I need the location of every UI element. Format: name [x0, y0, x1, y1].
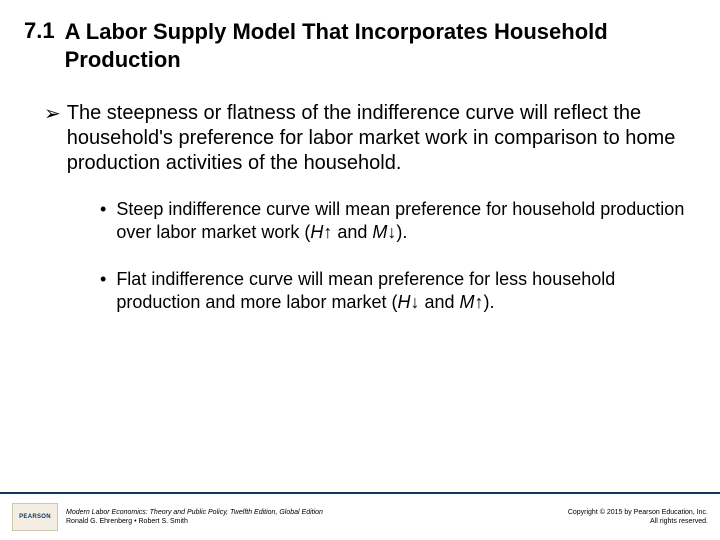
book-title: Modern Labor Economics: Theory and Publi…	[66, 508, 323, 517]
variable-h: H	[310, 222, 323, 242]
book-authors: Ronald G. Ehrenberg • Robert S. Smith	[66, 517, 323, 526]
slide-title: 7.1 A Labor Supply Model That Incorporat…	[24, 18, 696, 73]
variable-m: M	[460, 292, 475, 312]
section-number: 7.1	[24, 18, 55, 44]
text-fragment: Flat indifference curve will mean prefer…	[116, 269, 615, 312]
text-fragment: ).	[396, 222, 407, 242]
sub-bullet-list: • Steep indifference curve will mean pre…	[100, 198, 696, 314]
sub-bullet-2-text: Flat indifference curve will mean prefer…	[116, 268, 696, 314]
text-fragment: ).	[484, 292, 495, 312]
text-fragment: and	[419, 292, 459, 312]
bullet-dot-icon: •	[100, 198, 106, 221]
title-text: A Labor Supply Model That Incorporates H…	[65, 18, 696, 73]
sub-bullet-1: • Steep indifference curve will mean pre…	[100, 198, 696, 244]
copyright-block: Copyright © 2015 by Pearson Education, I…	[568, 508, 708, 526]
pearson-logo: PEARSON	[12, 503, 58, 531]
sub-bullet-1-text: Steep indifference curve will mean prefe…	[116, 198, 696, 244]
book-info: Modern Labor Economics: Theory and Publi…	[66, 508, 323, 526]
copyright-line: Copyright © 2015 by Pearson Education, I…	[568, 508, 708, 517]
sub-bullet-2: • Flat indifference curve will mean pref…	[100, 268, 696, 314]
text-fragment: and	[332, 222, 372, 242]
footer-inner: PEARSON Modern Labor Economics: Theory a…	[0, 494, 720, 540]
variable-h: H	[397, 292, 410, 312]
bullet-dot-icon: •	[100, 268, 106, 291]
arrow-up-icon: ↑	[475, 292, 484, 312]
slide-footer: PEARSON Modern Labor Economics: Theory a…	[0, 492, 720, 540]
arrowhead-icon: ➢	[44, 101, 61, 127]
copyright-line: All rights reserved.	[568, 517, 708, 526]
main-bullet: ➢ The steepness or flatness of the indif…	[44, 101, 696, 176]
main-bullet-text: The steepness or flatness of the indiffe…	[67, 101, 696, 176]
slide-container: 7.1 A Labor Supply Model That Incorporat…	[0, 0, 720, 540]
variable-m: M	[372, 222, 387, 242]
